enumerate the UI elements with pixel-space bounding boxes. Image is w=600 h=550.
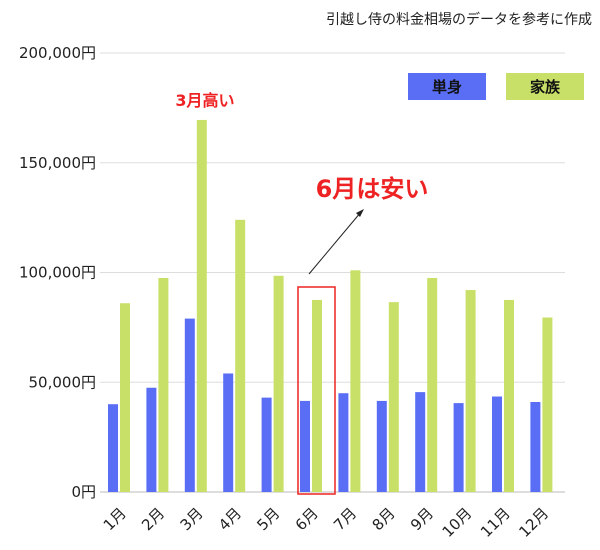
x-tick-label: 5月 xyxy=(253,504,283,534)
y-tick-label: 100,000円 xyxy=(19,264,96,282)
bar-family-7 xyxy=(350,270,361,492)
bar-single-4 xyxy=(223,373,234,492)
annotation-arrowhead xyxy=(356,209,364,217)
bar-family-3 xyxy=(196,119,207,492)
bars xyxy=(108,119,553,492)
x-tick-label: 6月 xyxy=(292,504,322,534)
bar-family-6 xyxy=(312,299,322,492)
x-tick-label: 4月 xyxy=(215,504,245,534)
bar-single-10 xyxy=(453,403,464,492)
bar-single-8 xyxy=(376,400,387,492)
bar-family-12 xyxy=(542,317,553,492)
bar-family-1 xyxy=(120,303,130,492)
gridlines xyxy=(100,52,565,493)
y-tick-label: 50,000円 xyxy=(29,373,97,391)
x-tick-label: 2月 xyxy=(138,504,168,534)
bar-family-2 xyxy=(158,277,169,492)
bar-family-8 xyxy=(388,302,399,492)
bar-single-2 xyxy=(146,387,157,492)
chart-title: 引越し侍の料金相場のデータを参考に作成 xyxy=(326,11,592,28)
bar-single-5 xyxy=(261,397,272,492)
legend: 単身 家族 xyxy=(408,73,584,100)
bar-family-4 xyxy=(235,219,246,492)
bar-single-1 xyxy=(108,404,118,492)
bar-family-9 xyxy=(427,277,438,492)
bar-single-12 xyxy=(530,402,541,492)
bar-family-11 xyxy=(504,299,514,492)
x-tick-label: 8月 xyxy=(369,504,399,534)
x-axis: 1月 2月 3月 4月 5月 6月 7月 8月 9月 10月 11月 12月 xyxy=(100,504,552,541)
bar-family-10 xyxy=(465,290,476,492)
bar-single-9 xyxy=(415,392,426,492)
y-tick-label: 0円 xyxy=(71,483,96,501)
y-tick-label: 150,000円 xyxy=(19,154,96,172)
x-tick-label: 9月 xyxy=(407,504,437,534)
legend-swatch-family xyxy=(506,73,584,100)
bar-single-3 xyxy=(184,318,195,492)
annotation-arrow xyxy=(308,211,362,275)
bar-single-7 xyxy=(338,393,349,492)
x-tick-label: 12月 xyxy=(515,504,552,541)
legend-label-family: 家族 xyxy=(530,78,561,96)
legend-label-single: 単身 xyxy=(432,78,462,96)
x-tick-label: 7月 xyxy=(330,504,360,534)
annotation-march: 3月高い xyxy=(175,91,234,110)
legend-swatch-single xyxy=(408,73,486,100)
bar-family-5 xyxy=(273,275,284,492)
x-tick-label: 1月 xyxy=(100,504,130,534)
x-tick-label: 3月 xyxy=(177,504,207,534)
annotation-june: 6月は安い xyxy=(316,175,429,203)
y-axis: 0円 50,000円 100,000円 150,000円 200,000円 xyxy=(19,44,96,501)
bar-single-11 xyxy=(492,396,502,492)
x-tick-label: 11月 xyxy=(477,504,514,541)
x-tick-label: 10月 xyxy=(439,504,476,541)
y-tick-label: 200,000円 xyxy=(19,44,96,62)
bar-single-6 xyxy=(300,400,310,492)
highlight-box-june xyxy=(297,286,336,495)
